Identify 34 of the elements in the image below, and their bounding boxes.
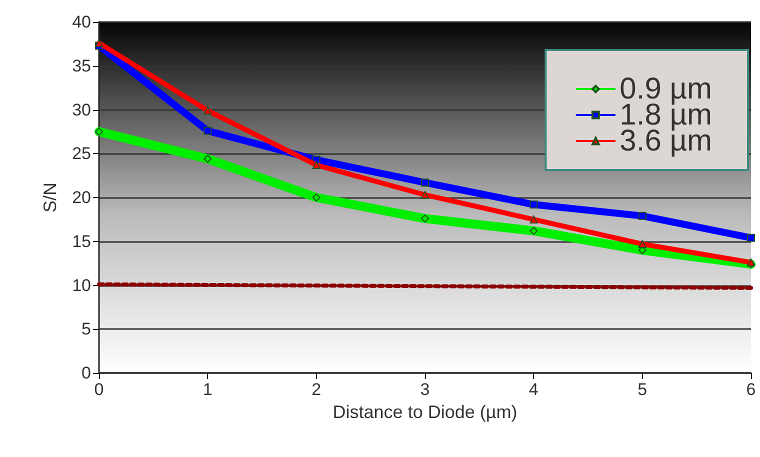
y-tick-label: 10 [72,276,91,295]
point [204,154,212,163]
point [312,161,320,170]
point [421,190,429,199]
y-tick-label: 15 [72,232,91,251]
y-tick-label: 40 [72,12,91,32]
y-tick-label: 35 [72,56,91,76]
point [95,128,103,136]
point [638,240,646,248]
point [204,106,212,115]
point [530,215,538,224]
point [530,226,538,235]
x-tick-label: 2 [312,380,322,399]
point [204,126,212,135]
point [421,214,429,223]
x-tick-label: 1 [202,380,212,399]
y-axis-title: S/N [40,182,60,213]
y-tick-label: 25 [72,144,91,164]
y-tick-label: 30 [72,100,91,120]
x-tick-label: 0 [94,380,104,399]
point [421,178,429,187]
y-tick-label: 20 [72,188,91,207]
point [747,234,755,242]
x-tick-label: 3 [420,380,430,399]
point [312,194,320,202]
point [530,200,538,209]
x-axis-title: Distance to Diode (µm) [332,402,518,422]
y-tick-label: 5 [82,320,91,339]
y-tick-label: 0 [82,364,91,382]
point [638,212,646,220]
point [95,39,103,48]
x-tick-label: 4 [528,380,538,399]
x-tick-label: 6 [746,380,756,399]
x-tick-label: 5 [638,380,648,399]
